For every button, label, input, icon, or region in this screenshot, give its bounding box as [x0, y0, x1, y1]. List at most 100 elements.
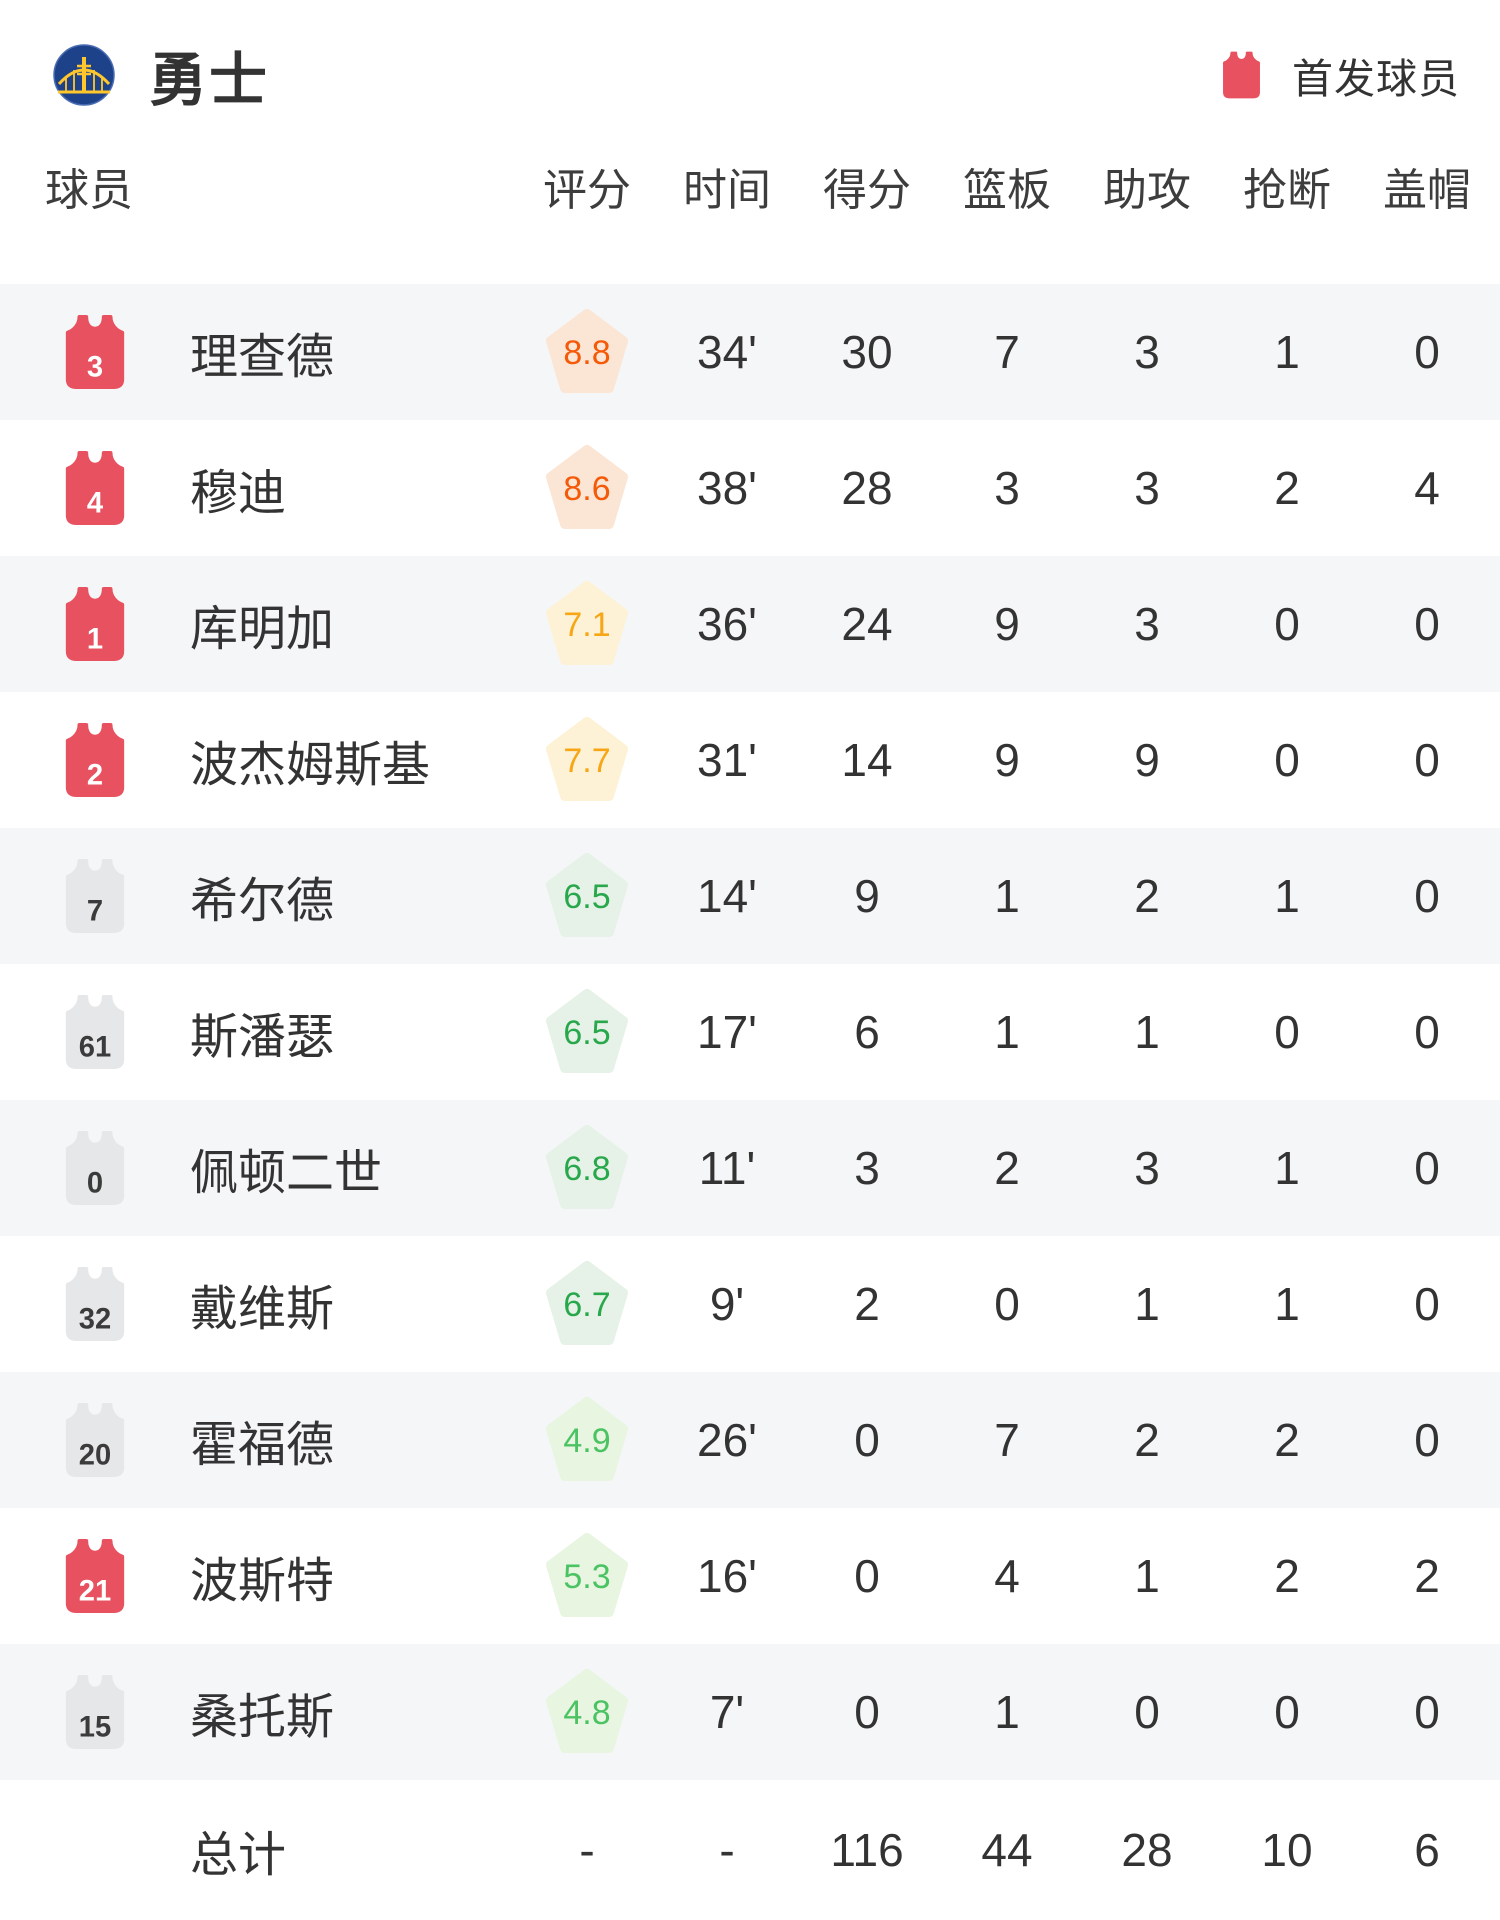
stat-rebounds: 7 [994, 326, 1020, 378]
jersey-number-icon: 0 [60, 1130, 130, 1206]
col-header-blocks: 盖帽 [1383, 166, 1471, 215]
stat-points: 6 [854, 1006, 880, 1058]
stat-rebounds: 4 [994, 1550, 1020, 1602]
stat-steals: 0 [1274, 1006, 1300, 1058]
rating-badge: 6.8 [517, 1124, 657, 1212]
jersey-number: 4 [87, 487, 104, 519]
col-header-rebounds: 篮板 [963, 166, 1051, 215]
stat-steals: 1 [1274, 1278, 1300, 1330]
rating-badge: 6.5 [517, 988, 657, 1076]
stat-rebounds: 7 [994, 1414, 1020, 1466]
rating-value: 4.8 [563, 1694, 610, 1732]
total-label: 总计 [190, 1829, 287, 1882]
stat-blocks: 0 [1414, 1142, 1440, 1194]
stat-points: 24 [841, 598, 893, 650]
jersey-number: 32 [79, 1303, 111, 1335]
jersey-number: 1 [87, 623, 103, 655]
stat-rebounds: 9 [994, 734, 1020, 786]
rating-value: 6.7 [563, 1286, 610, 1324]
player-name: 霍福德 [190, 1419, 335, 1472]
table-header-row: 球员 评分 时间 得分 篮板 助攻 抢断 盖帽 [0, 150, 1500, 284]
player-cell: 1 库明加 [0, 586, 517, 662]
col-header-points: 得分 [823, 166, 911, 215]
rating-value: 7.1 [563, 606, 610, 644]
stat-assists: 0 [1134, 1686, 1160, 1738]
player-row[interactable]: 0 佩顿二世 6.8 11' 3 2 3 1 0 [0, 1100, 1500, 1236]
stat-assists: 1 [1134, 1278, 1160, 1330]
stat-assists: 9 [1134, 734, 1160, 786]
player-name: 希尔德 [190, 875, 335, 928]
player-row[interactable]: 61 斯潘瑟 6.5 17' 6 1 1 0 0 [0, 964, 1500, 1100]
stat-points: 0 [854, 1414, 880, 1466]
jersey-number-icon: 32 [60, 1266, 130, 1342]
stat-steals: 0 [1274, 734, 1300, 786]
stat-blocks: 0 [1414, 734, 1440, 786]
stat-rebounds: 1 [994, 1686, 1020, 1738]
player-row[interactable]: 21 波斯特 5.3 16' 0 4 1 2 2 [0, 1508, 1500, 1644]
player-cell: 32 戴维斯 [0, 1266, 517, 1342]
col-header-steals: 抢断 [1243, 166, 1331, 215]
warriors-team-logo-icon [53, 44, 115, 106]
col-header-player: 球员 [45, 166, 133, 215]
stat-time: 7' [709, 1686, 745, 1738]
player-row[interactable]: 1 库明加 7.1 36' 24 9 3 0 0 [0, 556, 1500, 692]
total-steals: 10 [1261, 1824, 1313, 1876]
starter-jersey-icon [1223, 51, 1260, 99]
stat-rebounds: 1 [994, 870, 1020, 922]
player-row[interactable]: 7 希尔德 6.5 14' 9 1 2 1 0 [0, 828, 1500, 964]
stat-blocks: 0 [1414, 1686, 1440, 1738]
jersey-number: 21 [79, 1575, 111, 1607]
stat-points: 3 [854, 1142, 880, 1194]
rating-value: 4.9 [563, 1422, 610, 1460]
jersey-number-icon: 61 [60, 994, 130, 1070]
player-row[interactable]: 20 霍福德 4.9 26' 0 7 2 2 0 [0, 1372, 1500, 1508]
rating-badge: 7.1 [517, 580, 657, 668]
stat-time: 11' [698, 1142, 756, 1194]
stat-blocks: 0 [1414, 1414, 1440, 1466]
jersey-number: 2 [87, 759, 103, 791]
col-header-assists: 助攻 [1103, 166, 1191, 215]
rating-badge: 4.9 [517, 1396, 657, 1484]
stat-time: 17' [697, 1006, 757, 1058]
jersey-number-icon: 4 [60, 450, 130, 526]
jersey-number: 7 [87, 895, 103, 927]
jersey-number-icon: 21 [60, 1538, 130, 1614]
player-row[interactable]: 32 戴维斯 6.7 9' 2 0 1 1 0 [0, 1236, 1500, 1372]
stat-points: 0 [854, 1686, 880, 1738]
starter-legend: 首发球员 [1219, 45, 1460, 105]
player-name: 桑托斯 [190, 1691, 335, 1744]
rating-value: 6.5 [563, 878, 610, 916]
stat-assists: 3 [1134, 462, 1160, 514]
stat-time: 16' [697, 1550, 757, 1602]
stat-blocks: 0 [1414, 598, 1440, 650]
stat-steals: 0 [1274, 598, 1300, 650]
player-row[interactable]: 3 理查德 8.8 34' 30 7 3 1 0 [0, 284, 1500, 420]
player-row[interactable]: 2 波杰姆斯基 7.7 31' 14 9 9 0 0 [0, 692, 1500, 828]
player-cell: 7 希尔德 [0, 858, 517, 934]
team-header: 勇士 [40, 33, 269, 117]
rating-value: 8.6 [563, 470, 610, 508]
player-row[interactable]: 4 穆迪 8.6 38' 28 3 3 2 4 [0, 420, 1500, 556]
rating-value: 7.7 [563, 742, 610, 780]
col-header-rating: 评分 [543, 166, 631, 215]
stat-blocks: 0 [1414, 870, 1440, 922]
rating-value: 5.3 [563, 1558, 610, 1596]
jersey-number: 20 [79, 1439, 111, 1471]
stat-steals: 2 [1274, 1550, 1300, 1602]
stat-assists: 1 [1134, 1550, 1160, 1602]
player-cell: 0 佩顿二世 [0, 1130, 517, 1206]
player-cell: 3 理查德 [0, 314, 517, 390]
rating-badge: 4.8 [517, 1668, 657, 1756]
stat-blocks: 2 [1414, 1550, 1440, 1602]
starter-legend-label: 首发球员 [1292, 56, 1460, 102]
player-row[interactable]: 15 桑托斯 4.8 7' 0 1 0 0 0 [0, 1644, 1500, 1780]
stat-points: 28 [841, 462, 893, 514]
stat-rebounds: 9 [994, 598, 1020, 650]
stat-time: 26' [697, 1414, 757, 1466]
stat-steals: 1 [1274, 326, 1300, 378]
player-name: 斯潘瑟 [190, 1011, 335, 1064]
stat-points: 14 [841, 734, 893, 786]
player-name: 理查德 [190, 331, 335, 384]
rating-value: 8.8 [563, 334, 610, 372]
